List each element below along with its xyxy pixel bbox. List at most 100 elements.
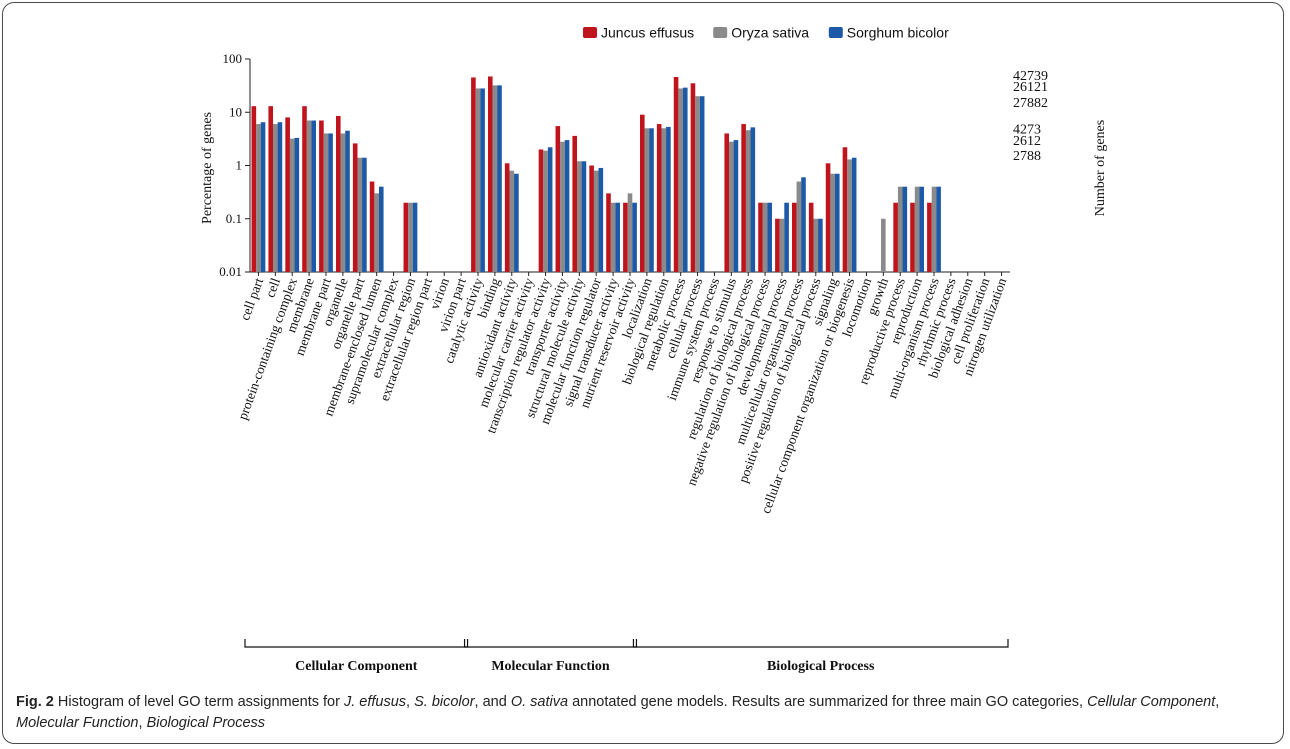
bar <box>851 157 857 272</box>
caption-segment: Molecular Function <box>16 715 139 731</box>
bar <box>673 76 679 273</box>
legend-swatch <box>583 27 597 38</box>
bar <box>555 126 561 272</box>
caption-segment: Histogram of level GO term assignments f… <box>53 694 344 710</box>
y-tick-label: 10 <box>229 104 242 119</box>
bar <box>352 143 358 272</box>
bar <box>661 128 667 272</box>
bar <box>639 114 645 272</box>
bar <box>615 202 621 272</box>
bar <box>881 218 886 272</box>
bar <box>847 159 852 272</box>
bar <box>492 85 498 272</box>
right-axis-label: 26121 <box>1013 80 1048 95</box>
bar <box>289 138 295 272</box>
group-label: Biological Process <box>767 659 875 674</box>
bar <box>285 117 290 272</box>
bar <box>666 126 671 273</box>
caption-segment: , and <box>474 694 511 710</box>
bar <box>893 202 898 272</box>
bar <box>589 165 594 272</box>
right-axis-label: 2788 <box>1013 149 1041 164</box>
bar <box>572 135 578 272</box>
bar <box>412 202 418 272</box>
bar <box>251 106 257 273</box>
right-axis-label: 42739 <box>1013 69 1048 84</box>
bar <box>758 202 763 272</box>
y-tick-label: 100 <box>223 51 243 66</box>
legend-swatch <box>713 27 728 38</box>
y-tick-label: 0.01 <box>219 264 242 279</box>
bar <box>699 96 705 272</box>
bar <box>733 140 739 272</box>
caption-segment: , <box>138 715 147 731</box>
bar <box>564 140 570 272</box>
bar <box>808 202 814 272</box>
bar <box>796 181 802 272</box>
bar <box>268 106 274 273</box>
bar <box>724 133 730 272</box>
group-brackets: Cellular Component Molecular Function Biol… <box>244 639 1009 674</box>
bar <box>335 116 341 272</box>
bar <box>256 124 261 272</box>
bar <box>842 147 848 272</box>
bar <box>408 202 413 272</box>
legend-label: Juncus effusus <box>601 25 694 41</box>
bar <box>378 186 384 272</box>
bar <box>471 77 476 272</box>
bar <box>480 88 485 272</box>
bar <box>345 130 350 272</box>
y-tick-label: 1 <box>236 158 243 173</box>
bar <box>606 193 611 272</box>
x-tick-label: cell part <box>237 276 266 323</box>
group-label: Molecular Function <box>491 659 610 674</box>
bar <box>813 218 819 272</box>
x-tick-label: cell <box>262 276 283 300</box>
bar <box>328 133 333 272</box>
bar <box>357 157 363 272</box>
bar <box>825 163 831 272</box>
bar <box>678 88 683 272</box>
caption-segment: Biological Process <box>146 715 266 731</box>
bar <box>741 124 746 272</box>
bar <box>936 186 941 272</box>
caption-text: Histogram of level GO term assignments f… <box>16 694 1219 731</box>
bar <box>294 137 300 272</box>
caption-segment: , <box>406 694 415 710</box>
bar <box>931 186 937 272</box>
bar <box>581 161 587 272</box>
bar <box>632 202 637 272</box>
bar <box>690 83 696 272</box>
bar <box>306 120 312 272</box>
caption-segment: , <box>1215 694 1220 710</box>
bar <box>311 120 317 272</box>
bar <box>260 122 266 273</box>
bar <box>362 157 367 272</box>
y-axis-label: Percentage of genes <box>200 112 215 224</box>
bar <box>695 96 700 272</box>
bar <box>302 106 307 273</box>
bar <box>784 202 789 272</box>
bar <box>319 120 324 272</box>
group-bracket <box>463 639 638 648</box>
legend-swatch <box>828 27 843 38</box>
right-axis-label: 27882 <box>1013 96 1048 111</box>
bar <box>577 161 582 272</box>
right-axis-label: 2612 <box>1013 134 1041 149</box>
bar <box>323 133 329 272</box>
bar <box>560 141 565 272</box>
bar <box>902 186 908 272</box>
bar <box>919 186 925 272</box>
bar <box>656 124 662 272</box>
y2-axis-label: Number of genes <box>1093 120 1108 216</box>
bar <box>598 167 604 272</box>
bars <box>251 76 941 273</box>
bar <box>767 202 773 272</box>
bar <box>649 128 654 272</box>
y-tick-label: 0.1 <box>226 211 242 226</box>
bar <box>403 202 409 272</box>
